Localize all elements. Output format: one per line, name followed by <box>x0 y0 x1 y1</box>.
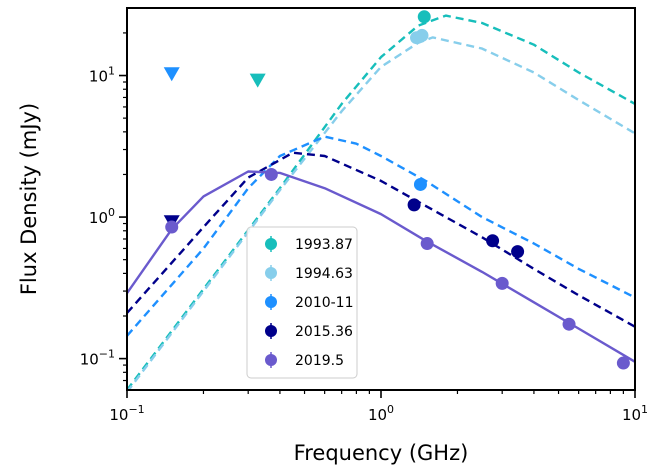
y-axis-ticks: 10−1 100 101 <box>80 32 127 382</box>
legend: 1993.87 1994.63 2010-11 2015.36 2019.5 <box>246 226 358 379</box>
data-point <box>165 220 179 234</box>
model-curve <box>127 135 635 337</box>
data-point <box>407 198 421 212</box>
model-curves <box>127 14 635 390</box>
y-tick-label: 10−1 <box>80 348 115 369</box>
legend-marker <box>265 238 277 250</box>
data-point <box>562 317 576 331</box>
upper-limit-marker <box>163 67 180 82</box>
legend-label: 2010-11 <box>295 295 354 311</box>
legend-box <box>246 226 358 379</box>
legend-marker <box>265 296 277 308</box>
legend-marker <box>265 325 277 337</box>
data-point <box>415 28 429 42</box>
legend-marker <box>265 267 277 279</box>
data-point <box>420 237 434 251</box>
legend-label: 1994.63 <box>295 266 353 282</box>
data-point <box>486 234 500 248</box>
model-curve <box>127 14 635 390</box>
y-axis-label: Flux Density (mJy) <box>17 103 41 295</box>
y-tick-label: 100 <box>89 206 115 227</box>
x-tick-label: 10−1 <box>109 403 144 424</box>
legend-label: 2019.5 <box>295 353 344 369</box>
legend-label: 2015.36 <box>295 324 353 340</box>
data-point <box>413 177 427 191</box>
data-markers <box>163 10 630 370</box>
x-axis-ticks: 10−1 100 101 <box>109 390 648 424</box>
x-tick-label: 100 <box>368 403 394 424</box>
data-point <box>511 245 525 259</box>
data-point <box>495 276 509 290</box>
x-axis-label: Frequency (GHz) <box>294 441 469 465</box>
y-tick-label: 101 <box>89 65 115 86</box>
legend-label: 1993.87 <box>295 237 353 253</box>
data-point <box>616 356 630 370</box>
model-curve <box>127 151 635 328</box>
data-point <box>417 10 431 24</box>
data-point <box>264 167 278 181</box>
upper-limit-marker <box>249 73 266 88</box>
plot-frame <box>126 7 636 391</box>
model-curve <box>127 170 635 363</box>
x-tick-label: 101 <box>622 403 648 424</box>
legend-marker <box>265 354 277 366</box>
